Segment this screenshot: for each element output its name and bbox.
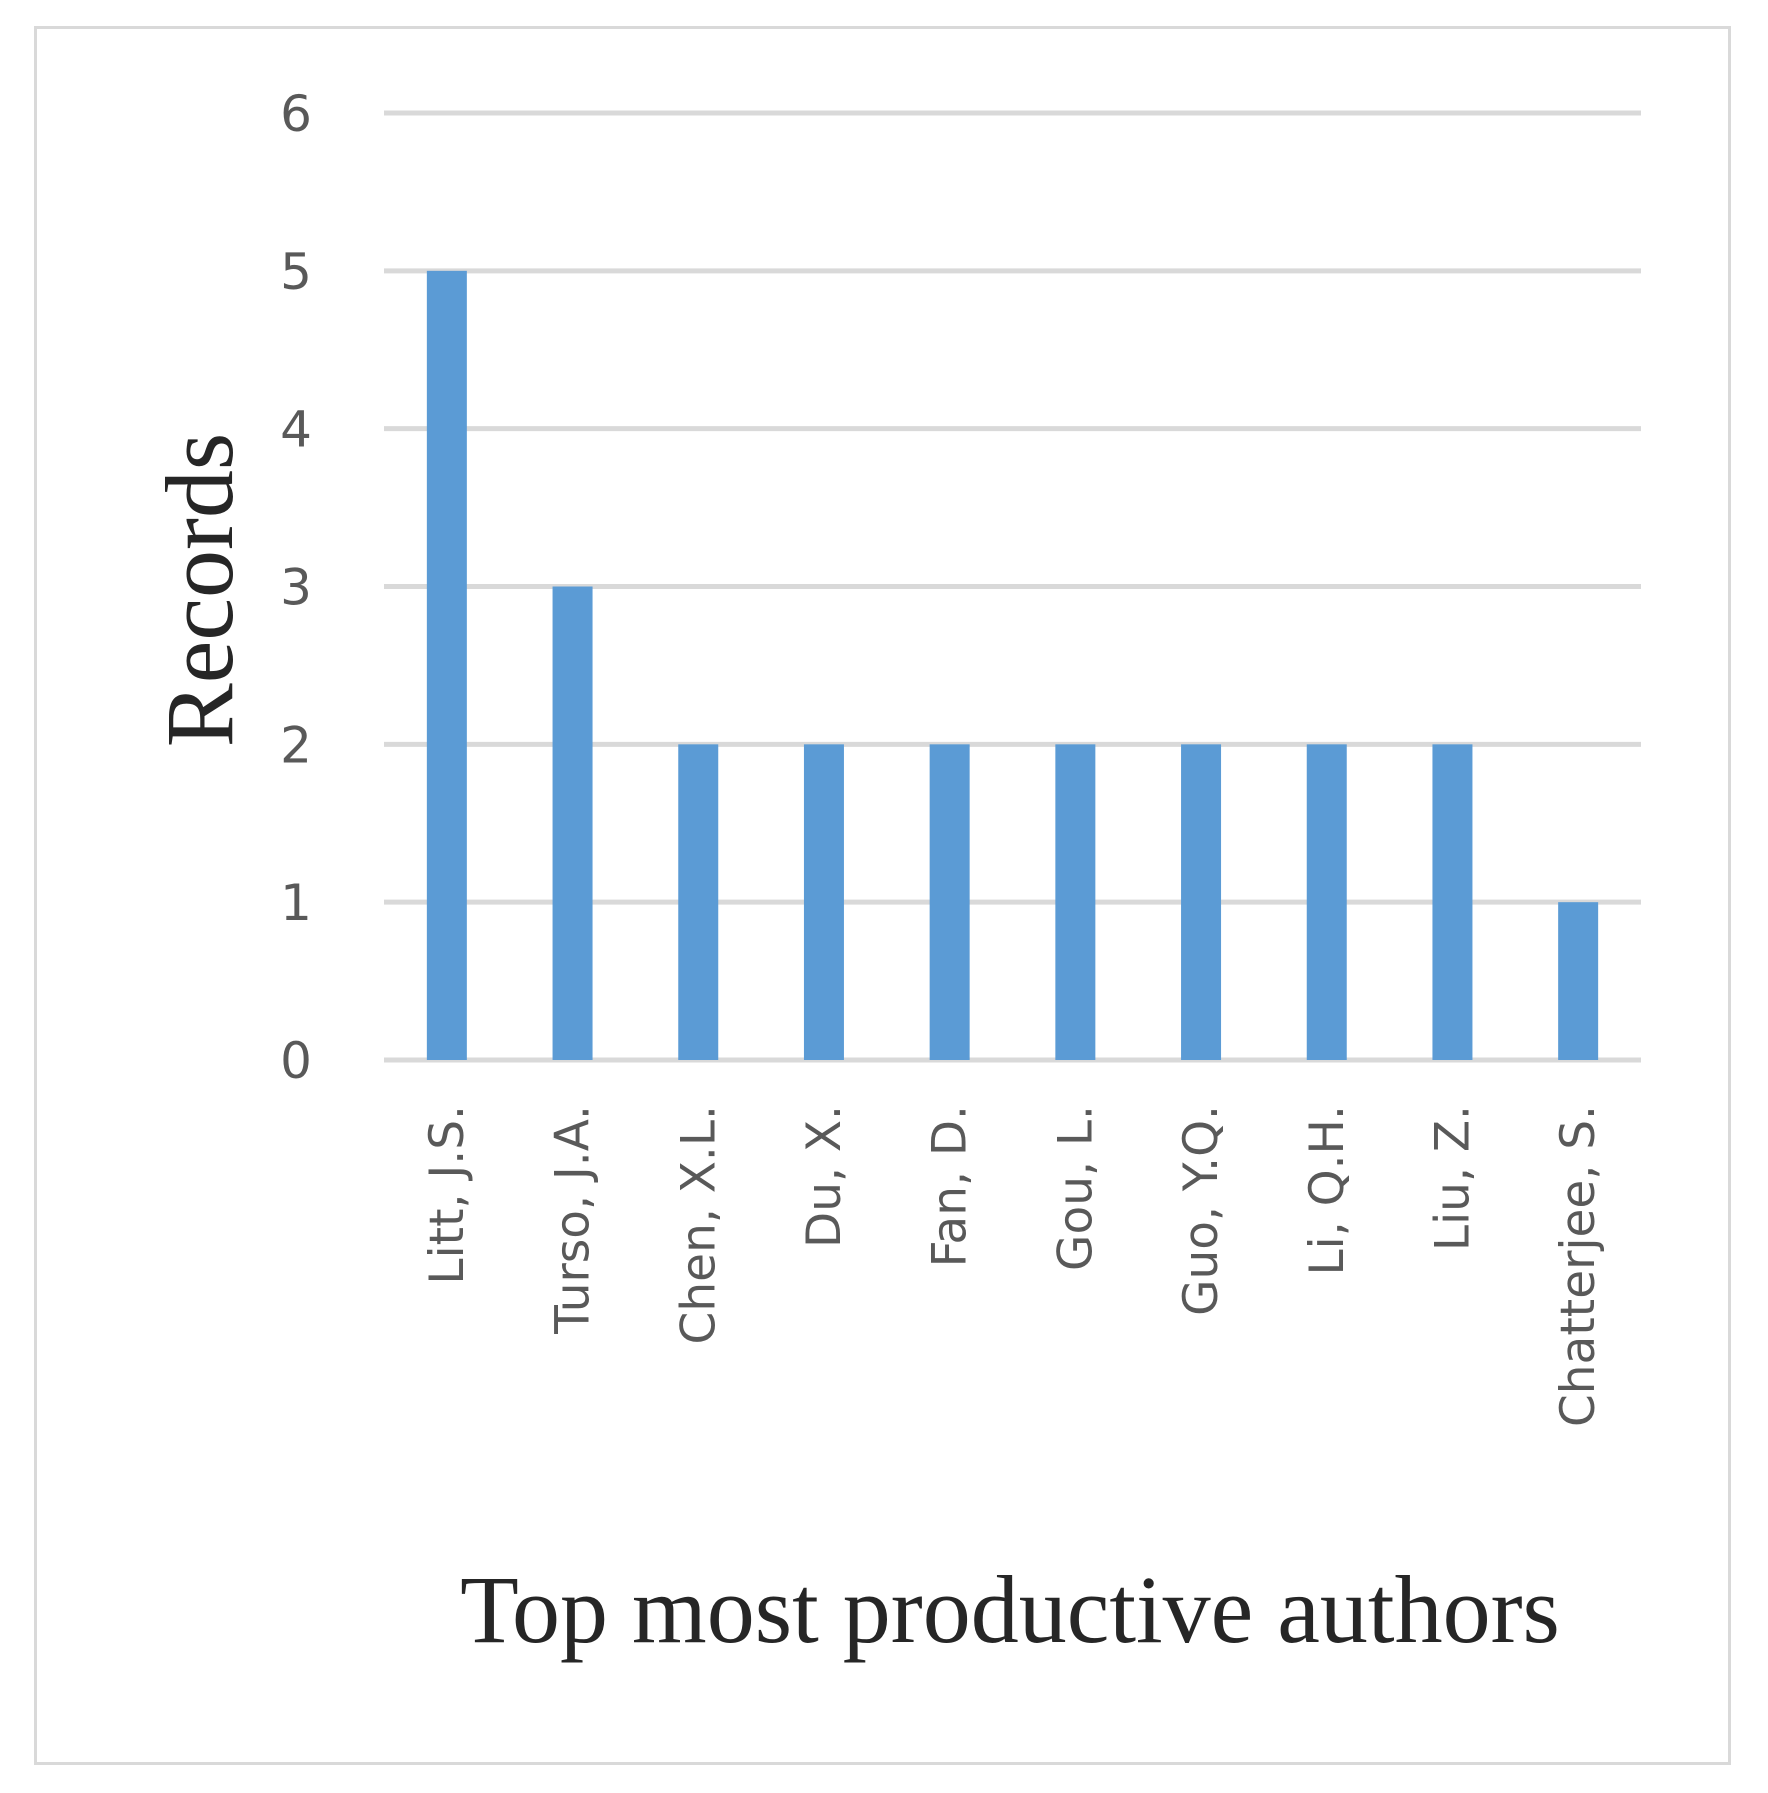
bar — [678, 744, 719, 1060]
y-tick-label: 2 — [280, 716, 312, 774]
bar — [1558, 902, 1599, 1060]
y-axis-title: Records — [146, 433, 253, 748]
x-category-label: Guo, Y.Q. — [1174, 1105, 1229, 1316]
y-tick-label: 1 — [280, 874, 312, 932]
x-category-label: Li, Q.H. — [1300, 1105, 1355, 1276]
gridlines — [384, 110, 1641, 1063]
x-category-label: Gou, L. — [1048, 1105, 1103, 1271]
x-axis-categories: Litt, J.S. Turso, J.A. Chen, X.L. Du, X. Fan… — [420, 1105, 1606, 1427]
x-axis-title: Top most productive authors — [460, 1556, 1560, 1663]
y-tick-label: 6 — [280, 85, 312, 143]
bar — [1055, 744, 1096, 1060]
bar — [1432, 744, 1473, 1060]
bar — [929, 744, 970, 1060]
x-category-label: Chatterjee, S. — [1551, 1105, 1606, 1427]
y-tick-label: 3 — [280, 559, 312, 617]
y-tick-label: 0 — [280, 1032, 312, 1090]
x-category-label: Litt, J.S. — [420, 1105, 475, 1285]
bar — [1306, 744, 1347, 1060]
y-tick-label: 4 — [280, 401, 312, 459]
bar — [426, 270, 467, 1060]
x-category-label: Du, X. — [797, 1105, 852, 1248]
x-category-label: Liu, Z. — [1425, 1105, 1480, 1251]
bar — [1181, 744, 1222, 1060]
bar — [803, 744, 844, 1060]
bars — [426, 270, 1599, 1060]
bar — [552, 586, 593, 1060]
x-category-label: Chen, X.L. — [671, 1105, 726, 1344]
x-category-label: Fan, D. — [923, 1105, 978, 1267]
y-tick-label: 5 — [280, 243, 312, 301]
y-axis-ticks: 0 1 2 3 4 5 6 — [280, 85, 312, 1090]
x-category-label: Turso, J.A. — [546, 1105, 601, 1335]
